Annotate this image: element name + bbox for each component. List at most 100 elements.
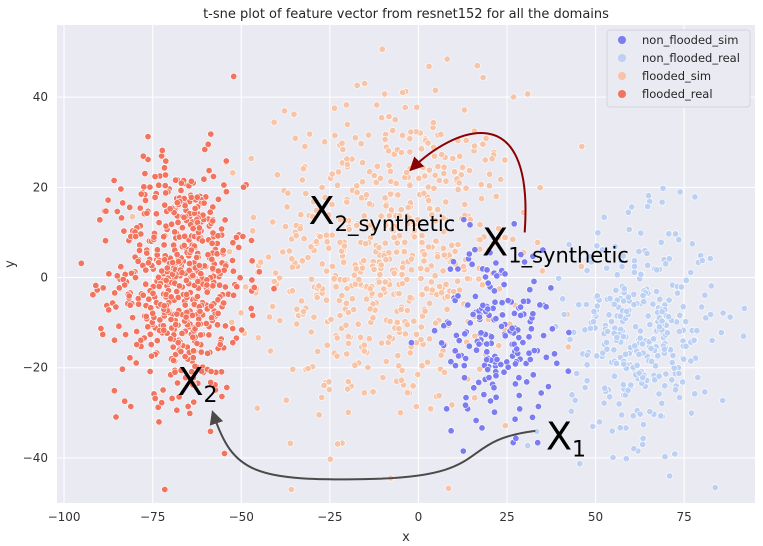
point-flooded-real — [233, 283, 241, 291]
point-non-flooded-real — [659, 184, 667, 192]
point-non-flooded-sim — [465, 250, 473, 258]
point-non-flooded-sim — [483, 348, 491, 356]
point-flooded-real — [209, 217, 217, 225]
point-non-flooded-sim — [529, 371, 537, 379]
point-flooded-real — [133, 327, 141, 335]
point-non-flooded-real — [682, 342, 690, 350]
legend-label-non-flooded-sim: non_flooded_sim — [642, 33, 739, 47]
point-flooded-real — [117, 263, 125, 271]
point-flooded-sim — [382, 202, 390, 210]
point-flooded-sim — [270, 118, 278, 126]
point-non-flooded-real — [646, 321, 654, 329]
point-non-flooded-real — [666, 472, 674, 480]
point-non-flooded-real — [630, 290, 638, 298]
point-flooded-sim — [358, 264, 366, 272]
point-flooded-sim — [425, 243, 433, 251]
point-flooded-sim — [454, 241, 462, 249]
point-flooded-sim — [369, 388, 377, 396]
point-non-flooded-sim — [407, 339, 415, 347]
point-non-flooded-real — [598, 246, 606, 254]
point-non-flooded-real — [687, 357, 695, 365]
point-flooded-sim — [357, 333, 365, 341]
point-non-flooded-sim — [460, 362, 468, 370]
point-flooded-sim — [352, 265, 360, 273]
point-non-flooded-real — [644, 261, 652, 269]
point-flooded-sim — [406, 135, 414, 143]
point-non-flooded-real — [610, 300, 618, 308]
point-flooded-sim — [391, 116, 399, 124]
point-flooded-sim — [301, 142, 309, 150]
point-flooded-sim — [424, 183, 432, 191]
point-flooded-sim — [321, 193, 329, 201]
point-flooded-real — [207, 427, 215, 435]
point-non-flooded-sim — [462, 394, 470, 402]
point-flooded-sim — [379, 374, 387, 382]
point-flooded-real — [189, 381, 197, 389]
point-flooded-sim — [399, 264, 407, 272]
point-non-flooded-real — [701, 291, 709, 299]
point-flooded-sim — [393, 318, 401, 326]
point-non-flooded-real — [653, 266, 661, 274]
point-flooded-real — [174, 339, 182, 347]
point-flooded-sim — [407, 266, 415, 274]
point-flooded-sim — [440, 169, 448, 177]
point-non-flooded-real — [635, 247, 643, 255]
point-non-flooded-real — [706, 255, 714, 263]
point-flooded-real — [210, 173, 218, 181]
annotation-arrows — [209, 132, 536, 481]
point-flooded-real — [166, 205, 174, 213]
point-flooded-sim — [351, 361, 359, 369]
point-flooded-real — [158, 399, 166, 407]
point-flooded-sim — [470, 142, 478, 150]
point-flooded-sim — [327, 315, 335, 323]
point-flooded-sim — [462, 184, 470, 192]
point-flooded-real — [174, 218, 182, 226]
point-non-flooded-real — [594, 229, 602, 237]
point-flooded-real — [248, 237, 256, 245]
point-non-flooded-real — [609, 453, 617, 461]
point-flooded-real — [178, 269, 186, 277]
point-flooded-sim — [382, 221, 390, 229]
point-flooded-sim — [359, 159, 367, 167]
point-non-flooded-real — [624, 293, 632, 301]
point-flooded-sim — [418, 291, 426, 299]
point-flooded-real — [186, 409, 194, 417]
point-flooded-real — [193, 193, 201, 201]
point-non-flooded-sim — [460, 216, 468, 224]
point-flooded-real — [193, 339, 201, 347]
point-flooded-sim — [420, 257, 428, 265]
point-flooded-sim — [432, 237, 440, 245]
point-flooded-real — [146, 367, 154, 375]
point-non-flooded-real — [671, 450, 679, 458]
point-non-flooded-sim — [480, 391, 488, 399]
x-tick-label: −100 — [48, 510, 81, 524]
point-flooded-sim — [423, 285, 431, 293]
point-flooded-real — [205, 167, 213, 175]
point-non-flooded-real — [566, 335, 574, 343]
point-flooded-real — [189, 225, 197, 233]
point-flooded-sim — [538, 267, 546, 275]
point-flooded-sim — [360, 347, 368, 355]
point-flooded-real — [230, 72, 238, 80]
point-flooded-sim — [418, 239, 426, 247]
point-flooded-sim — [396, 409, 404, 417]
y-axis-label: y — [3, 260, 18, 268]
point-non-flooded-real — [739, 332, 747, 340]
point-flooded-real — [221, 283, 229, 291]
point-flooded-sim — [410, 317, 418, 325]
point-non-flooded-sim — [490, 384, 498, 392]
point-flooded-sim — [423, 266, 431, 274]
point-flooded-sim — [404, 204, 412, 212]
point-flooded-real — [96, 216, 104, 224]
point-flooded-real — [149, 309, 157, 317]
point-flooded-sim — [378, 114, 386, 122]
point-flooded-real — [161, 164, 169, 172]
point-flooded-real — [163, 264, 171, 272]
point-flooded-sim — [413, 103, 421, 111]
point-flooded-sim — [343, 120, 351, 128]
point-flooded-real — [248, 257, 256, 265]
point-flooded-sim — [291, 134, 299, 142]
legend-label-flooded-sim: flooded_sim — [642, 69, 711, 83]
point-flooded-real — [162, 171, 170, 179]
point-flooded-sim — [304, 254, 312, 262]
